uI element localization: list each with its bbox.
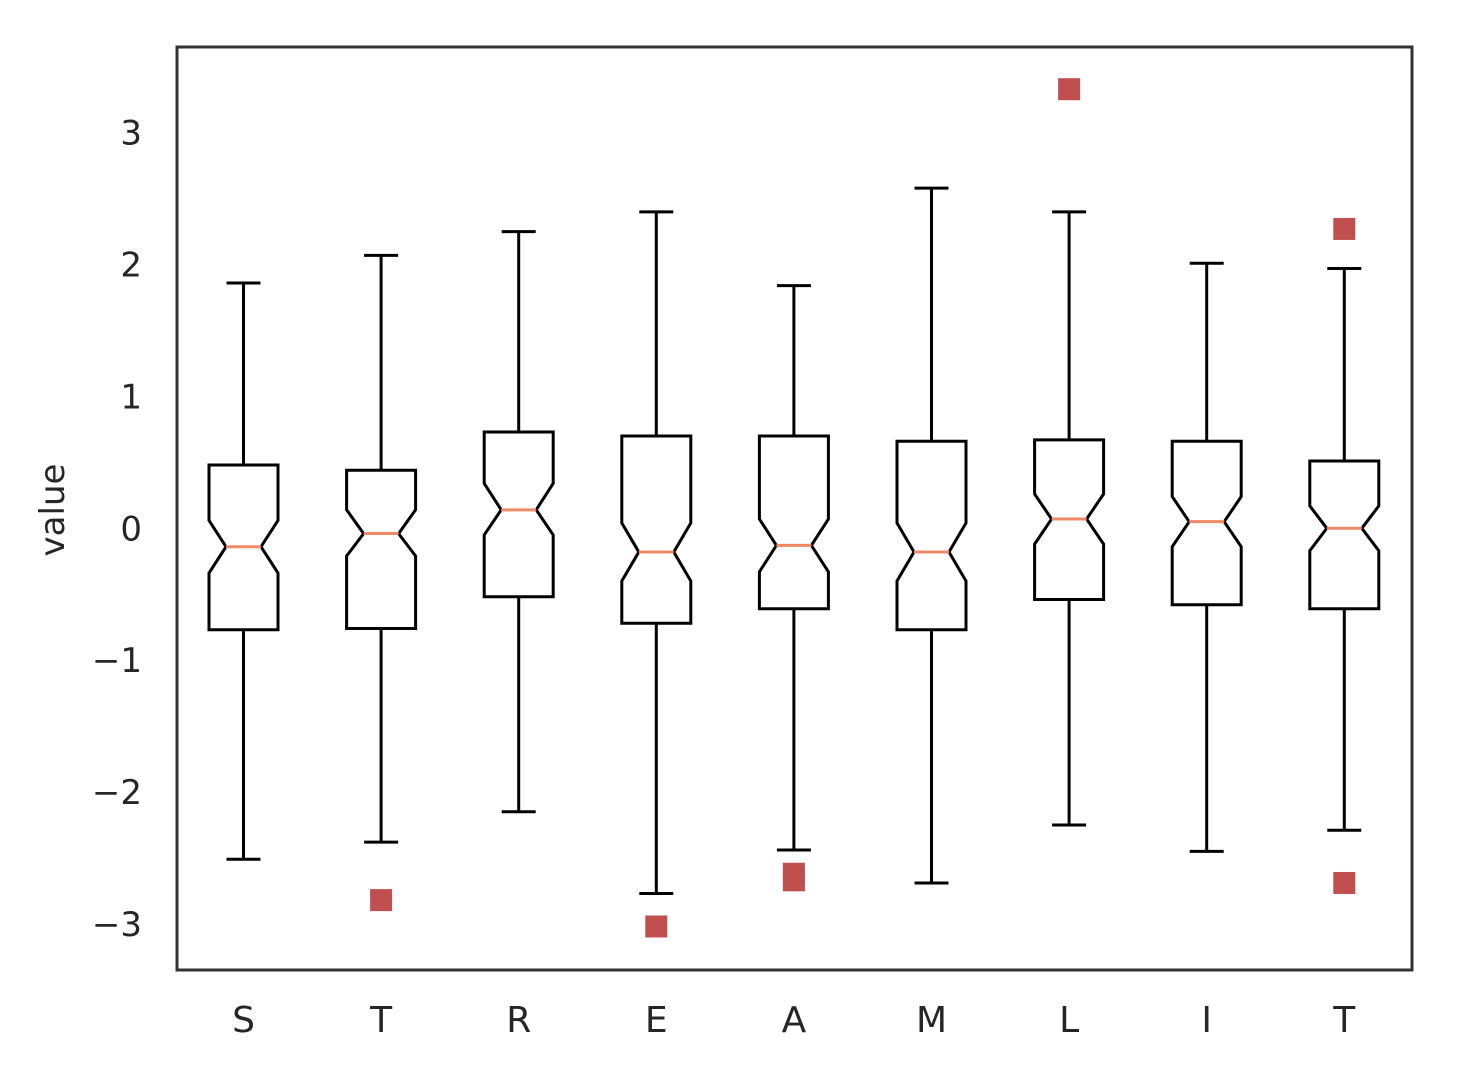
- box-group-7: [1033, 78, 1106, 827]
- x-tick-label: A: [782, 1000, 807, 1041]
- notched-box: [1170, 439, 1243, 607]
- x-tick-label: M: [916, 1000, 947, 1041]
- x-tick-label: L: [1059, 1000, 1079, 1041]
- notched-box: [482, 430, 555, 599]
- box-group-8: [1170, 261, 1243, 853]
- notched-box: [1033, 438, 1106, 601]
- box-group-3: [482, 230, 555, 814]
- y-tick-label: −3: [92, 905, 142, 945]
- notched-box: [620, 434, 693, 625]
- y-tick-label: 1: [120, 377, 142, 417]
- y-axis: −3 −2 −1 0 1 2 3: [92, 114, 142, 945]
- x-tick-label: I: [1201, 1000, 1212, 1041]
- y-tick-label: 2: [120, 246, 142, 286]
- outlier-point: [1058, 78, 1081, 101]
- notched-box: [895, 439, 968, 632]
- x-tick-label: R: [506, 1000, 531, 1041]
- box-group-1: [207, 281, 280, 861]
- outlier-point: [1333, 871, 1356, 894]
- y-tick-label: −1: [92, 641, 142, 681]
- y-axis-label: value: [33, 464, 73, 557]
- box-group-5: [757, 284, 830, 892]
- notched-box: [345, 468, 418, 630]
- box-group-6: [895, 186, 968, 885]
- box-group-4: [620, 210, 693, 938]
- x-tick-label: E: [645, 1000, 668, 1041]
- outlier-point: [1333, 217, 1356, 240]
- x-tick-label: T: [1332, 1000, 1356, 1041]
- outlier-point: [370, 889, 393, 912]
- x-tick-label: S: [232, 1000, 255, 1041]
- box-group-2: [345, 253, 418, 912]
- notched-box: [1308, 459, 1381, 611]
- x-tick-label: T: [369, 1000, 393, 1041]
- outlier-point: [645, 915, 668, 938]
- y-tick-label: −2: [92, 773, 142, 813]
- plot-frame: [175, 45, 1414, 972]
- plot-area: [207, 78, 1381, 938]
- outlier-point: [782, 869, 805, 892]
- y-tick-label: 3: [120, 114, 142, 154]
- box-group-9: [1308, 217, 1381, 894]
- notched-box: [207, 463, 280, 632]
- notched-box: [757, 434, 830, 611]
- y-tick-label: 0: [120, 509, 142, 549]
